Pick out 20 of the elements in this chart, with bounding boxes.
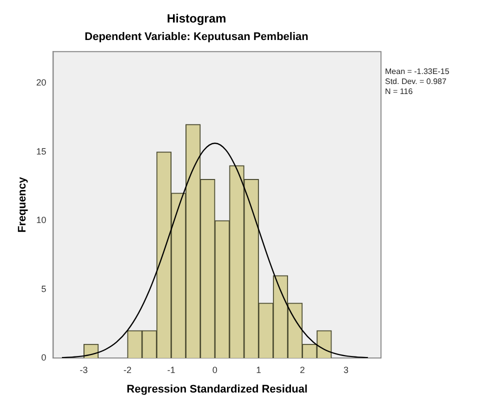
x-tick-label: 2	[300, 364, 305, 375]
chart-subtitle: Dependent Variable: Keputusan Pembelian	[84, 31, 309, 44]
y-tick-label: 20	[36, 78, 46, 88]
x-axis-title: Regression Standardized Residual	[126, 383, 308, 396]
y-tick-label: 0	[41, 352, 46, 362]
x-tick-label: -2	[124, 364, 132, 375]
y-tick-label: 15	[36, 146, 46, 156]
y-tick-label: 5	[41, 284, 46, 294]
chart-title: Histogram	[166, 12, 226, 26]
text: N = 116	[385, 86, 414, 96]
text: Mean = -1.33E-15	[385, 66, 450, 76]
x-tick-label: -1	[167, 364, 176, 375]
line-series	[61, 142, 368, 358]
y-tick-label: 10	[36, 215, 46, 226]
x-tick-label: 0	[212, 364, 218, 375]
x-tick-label: 3	[344, 364, 349, 375]
x-tick-label: 1	[256, 364, 262, 375]
y-axis-title: Frequency	[16, 176, 29, 233]
text: Std. Dev. = 0.987	[385, 76, 447, 86]
x-tick-label: -3	[80, 364, 88, 375]
